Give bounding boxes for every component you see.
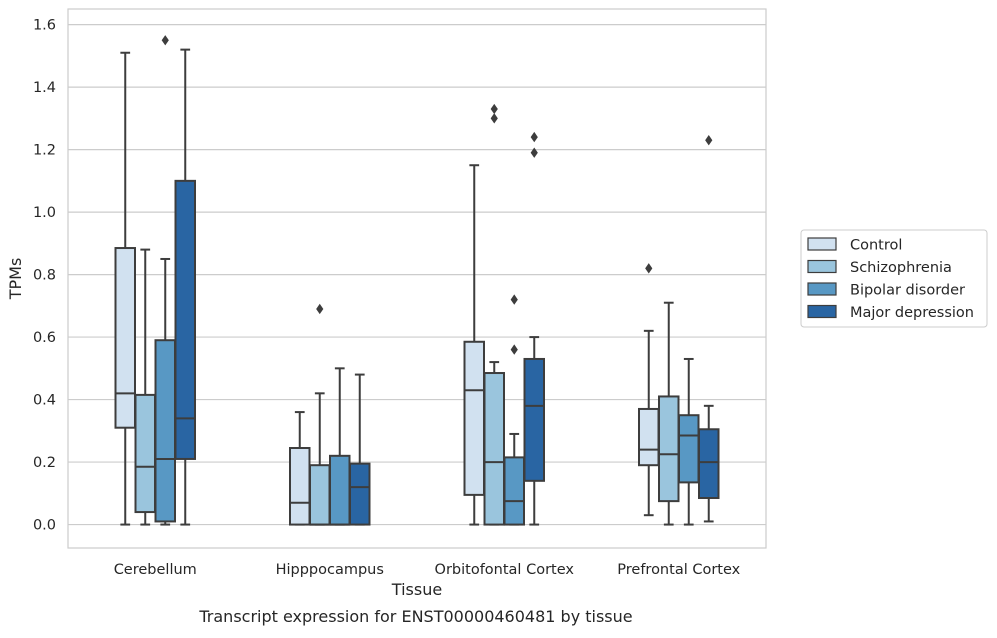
- y-axis-label: TPMs: [6, 258, 25, 301]
- box-2-1: [483, 103, 505, 526]
- box-body: [349, 462, 371, 526]
- box-body: [483, 372, 505, 526]
- box-body: [114, 247, 136, 429]
- y-tick-label: 1.0: [33, 205, 56, 221]
- box-2-0: [463, 164, 485, 526]
- legend-label: Schizophrenia: [850, 260, 952, 276]
- outlier-point: [490, 113, 498, 124]
- legend-frame: [800, 229, 988, 328]
- y-tick-label: 0.6: [33, 330, 56, 346]
- y-tick-label: 1.4: [33, 80, 56, 96]
- box-3-0: [638, 263, 660, 517]
- y-tick-label: 0.8: [33, 268, 56, 284]
- box-0-0: [114, 51, 136, 526]
- legend-label: Bipolar disorder: [850, 283, 965, 299]
- box-0-2: [154, 35, 176, 526]
- outlier-point: [645, 263, 653, 274]
- box-body: [698, 428, 720, 500]
- box-3-2: [678, 357, 700, 526]
- legend-label: Major depression: [850, 305, 974, 321]
- x-tick-label: Cerebellum: [114, 562, 197, 578]
- box-0-3: [174, 48, 196, 526]
- legend-swatch: [807, 259, 837, 274]
- outlier-point: [530, 131, 538, 143]
- y-tick-label: 0.2: [33, 455, 56, 471]
- x-tick-label: Orbitofontal Cortex: [435, 562, 575, 578]
- outlier-point: [705, 135, 713, 146]
- legend-label: Control: [850, 238, 902, 254]
- outlier-point: [490, 103, 498, 115]
- box-body: [134, 393, 156, 514]
- plot-area-border: [67, 8, 767, 549]
- legend-swatch: [807, 304, 837, 319]
- box-plot-marks: [114, 35, 720, 526]
- box-body: [309, 464, 331, 526]
- box-1-2: [329, 367, 351, 526]
- y-tick-label: 0.0: [33, 518, 56, 534]
- box-body: [289, 447, 311, 526]
- legend-swatch: [807, 237, 837, 251]
- box-body: [678, 414, 700, 484]
- box-body: [174, 179, 196, 460]
- x-tick-label: Hipppocampus: [276, 562, 384, 578]
- outlier-point: [510, 344, 518, 355]
- box-body: [503, 456, 525, 526]
- chart-caption: Transcript expression for ENST0000046048…: [198, 607, 632, 626]
- box-body: [658, 395, 680, 503]
- box-3-1: [658, 301, 680, 526]
- box-1-3: [349, 373, 371, 526]
- x-tick-label: Prefrontal Cortex: [617, 562, 740, 578]
- outlier-point: [510, 294, 518, 305]
- box-2-2: [503, 294, 525, 526]
- legend-items: Control Schizophrenia Bipolar disorder Majo…: [807, 237, 974, 321]
- box-3-3: [698, 135, 720, 523]
- box-body: [638, 407, 660, 467]
- y-axis-ticks: 0.0 0.2 0.4 0.6 0.8 1.0 1.2 1.4 1.6: [33, 18, 56, 534]
- outlier-point: [530, 147, 538, 158]
- box-1-0: [289, 411, 311, 526]
- box-2-3: [523, 131, 545, 526]
- box-body: [329, 454, 351, 526]
- x-axis-label: Tissue: [391, 580, 442, 599]
- y-tick-label: 0.4: [33, 393, 56, 409]
- box-1-1: [309, 303, 331, 526]
- box-body: [154, 339, 176, 523]
- outlier-point: [316, 303, 324, 315]
- y-tick-label: 1.2: [33, 143, 56, 159]
- legend-swatch: [807, 282, 837, 296]
- box-body: [463, 340, 485, 496]
- x-axis-ticks: Cerebellum Hipppocampus Orbitofontal Corte…: [114, 562, 741, 578]
- outlier-point: [161, 35, 169, 46]
- box-0-1: [134, 248, 156, 526]
- box-body: [523, 357, 545, 482]
- legend: Control Schizophrenia Bipolar disorder Majo…: [800, 229, 988, 328]
- y-tick-label: 1.6: [33, 18, 56, 34]
